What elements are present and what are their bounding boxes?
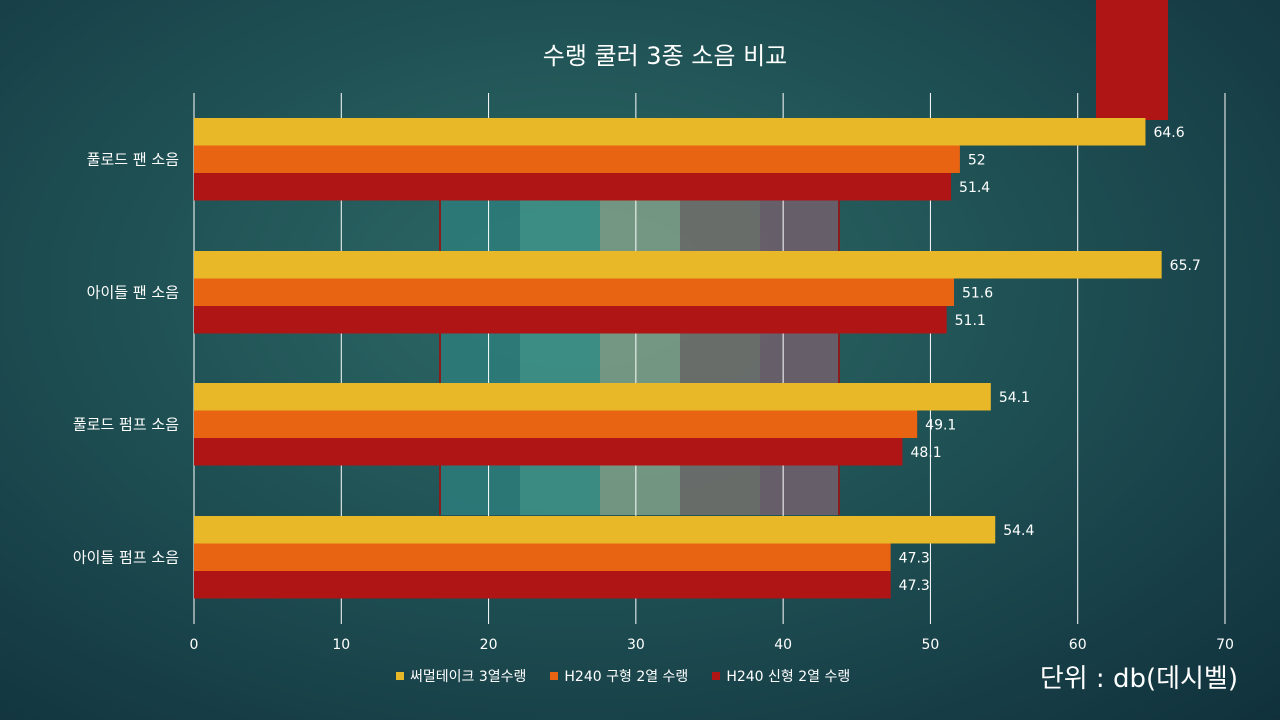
data-label: 51.1 bbox=[955, 313, 986, 329]
bars bbox=[194, 118, 1162, 599]
legend-item-h240-new: H240 신형 2열 수랭 bbox=[712, 666, 850, 686]
legend-item-thermaltake: 써멀테이크 3열수랭 bbox=[396, 666, 526, 686]
bar-series0-cat3 bbox=[194, 516, 996, 544]
bar-series2-cat0 bbox=[194, 173, 952, 201]
legend-label-h240-new: H240 신형 2열 수랭 bbox=[726, 669, 851, 685]
data-label: 48.1 bbox=[910, 445, 941, 461]
x-tick-label: 20 bbox=[480, 637, 498, 653]
bar-series1-cat3 bbox=[194, 543, 891, 571]
category-label: 아이들 팬 소음 bbox=[87, 283, 179, 301]
x-tick-label: 50 bbox=[922, 637, 940, 653]
data-label: 51.4 bbox=[959, 180, 990, 196]
x-tick-label: 0 bbox=[190, 637, 199, 653]
data-label: 47.3 bbox=[899, 578, 930, 594]
data-label: 54.4 bbox=[1003, 523, 1034, 539]
decor-top-red-block bbox=[1096, 0, 1168, 120]
legend-label-thermaltake: 써멀테이크 3열수랭 bbox=[410, 669, 527, 685]
x-tick-label: 40 bbox=[774, 637, 792, 653]
bar-series0-cat0 bbox=[194, 118, 1146, 146]
data-labels: 64.6 65.7 54.1 54.4 52 51.6 49.1 47.3 51.4 51.1 48… bbox=[899, 125, 1201, 594]
legend-item-h240-old: H240 구형 2열 수랭 bbox=[550, 666, 688, 686]
category-label: 풀로드 펌프 소음 bbox=[73, 415, 179, 433]
legend: 써멀테이크 3열수랭 H240 구형 2열 수랭 H240 신형 2열 수랭 bbox=[396, 666, 850, 686]
data-label: 52 bbox=[968, 152, 986, 168]
bar-series2-cat3 bbox=[194, 571, 891, 599]
legend-label-h240-old: H240 구형 2열 수랭 bbox=[564, 669, 689, 685]
decor-line-left bbox=[439, 200, 441, 515]
data-label: 64.6 bbox=[1153, 125, 1184, 141]
x-tick-label: 30 bbox=[627, 637, 645, 653]
category-label: 아이들 펌프 소음 bbox=[73, 548, 179, 566]
chart-title: 수랭 쿨러 3종 소음 비교 bbox=[542, 42, 788, 70]
data-label: 54.1 bbox=[999, 390, 1030, 406]
bar-series1-cat0 bbox=[194, 145, 960, 173]
unit-note: 단위 : db(데시벨) bbox=[1039, 664, 1238, 694]
bar-series0-cat2 bbox=[194, 383, 991, 411]
bar-series1-cat1 bbox=[194, 278, 954, 306]
legend-swatch-h240-new bbox=[712, 672, 721, 680]
data-label: 51.6 bbox=[962, 285, 993, 301]
category-label: 풀로드 팬 소음 bbox=[87, 150, 179, 168]
x-tick-label: 70 bbox=[1216, 637, 1234, 653]
data-label: 47.3 bbox=[899, 550, 930, 566]
data-label: 65.7 bbox=[1170, 258, 1201, 274]
bar-series2-cat1 bbox=[194, 306, 947, 334]
bar-series0-cat1 bbox=[194, 251, 1162, 279]
legend-swatch-thermaltake bbox=[396, 672, 404, 680]
x-tick-label: 10 bbox=[332, 637, 350, 653]
data-label: 49.1 bbox=[925, 417, 956, 433]
bar-series1-cat2 bbox=[194, 410, 918, 438]
decor-line-right bbox=[838, 200, 840, 515]
legend-swatch-h240-old bbox=[550, 672, 559, 680]
bar-series2-cat2 bbox=[194, 438, 903, 466]
x-tick-label: 60 bbox=[1069, 637, 1087, 653]
